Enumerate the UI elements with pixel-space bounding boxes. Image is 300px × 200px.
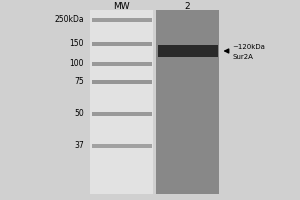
- Text: ~120kDa: ~120kDa: [232, 44, 266, 50]
- Text: MW: MW: [113, 2, 130, 11]
- Text: 75: 75: [74, 77, 84, 86]
- Bar: [92, 144, 152, 148]
- Text: 250kDa: 250kDa: [54, 16, 84, 24]
- Text: Sur2A: Sur2A: [232, 54, 254, 60]
- Bar: [92, 42, 152, 46]
- Text: 2: 2: [185, 2, 190, 11]
- Text: 150: 150: [70, 40, 84, 48]
- Text: 37: 37: [74, 142, 84, 150]
- Bar: [158, 46, 218, 56]
- Bar: [92, 80, 152, 84]
- Bar: [92, 62, 152, 66]
- Bar: [92, 18, 152, 22]
- Text: 50: 50: [74, 109, 84, 118]
- Bar: [156, 10, 219, 194]
- Text: 100: 100: [70, 60, 84, 68]
- Bar: [92, 112, 152, 116]
- Bar: [90, 10, 153, 194]
